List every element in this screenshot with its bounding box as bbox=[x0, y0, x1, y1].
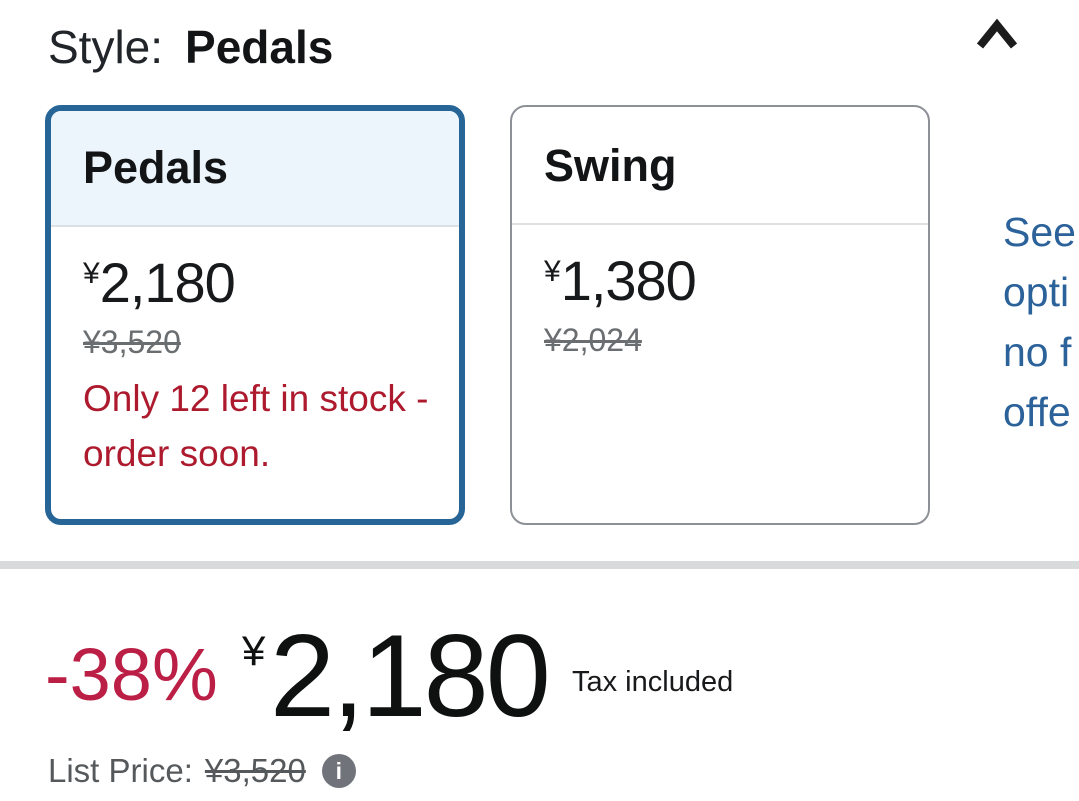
section-divider bbox=[0, 561, 1079, 569]
swatch-strike-price: ¥3,520 bbox=[83, 324, 181, 360]
currency-symbol: ¥ bbox=[544, 255, 561, 288]
price-amount: 1,380 bbox=[560, 249, 697, 312]
tax-included-note: Tax included bbox=[572, 666, 734, 698]
discount-percentage: -38% bbox=[45, 633, 218, 716]
swatch-body: ¥ 1,380 ¥2,024 bbox=[512, 225, 928, 358]
price-currency-symbol: ¥ bbox=[242, 627, 266, 674]
style-selected-value: Pedals bbox=[185, 21, 334, 73]
style-selector-header: Style: Pedals bbox=[48, 22, 333, 73]
see-options-link-line: no f bbox=[1003, 329, 1072, 375]
swatch-title: Pedals bbox=[83, 142, 229, 193]
info-icon-glyph: i bbox=[335, 757, 342, 784]
see-options-link-line: offe bbox=[1003, 389, 1071, 435]
swatch-card-pedals[interactable]: Pedals ¥ 2,180 ¥3,520 Only 12 left in st… bbox=[45, 105, 465, 525]
see-options-link-line: See bbox=[1003, 209, 1076, 255]
swatch-header: Pedals bbox=[51, 111, 459, 227]
swatch-title: Swing bbox=[544, 140, 677, 191]
list-price-row: List Price: ¥3,520 i bbox=[48, 752, 356, 790]
price-amount: 2,180 bbox=[99, 251, 236, 314]
style-label: Style: bbox=[48, 21, 164, 73]
chevron-up-icon bbox=[973, 18, 1021, 56]
collapse-section-button[interactable] bbox=[973, 16, 1021, 56]
swatch-card-swing[interactable]: Swing ¥ 1,380 ¥2,024 bbox=[510, 105, 930, 525]
see-options-link-line: opti bbox=[1003, 269, 1070, 315]
swatch-strike-price: ¥2,024 bbox=[544, 322, 642, 358]
swatch-header: Swing bbox=[512, 107, 928, 225]
see-options-link[interactable]: See opti no f offe bbox=[1003, 202, 1076, 442]
currency-symbol: ¥ bbox=[83, 257, 100, 290]
swatch-body: ¥ 2,180 ¥3,520 Only 12 left in stock - o… bbox=[51, 227, 459, 482]
list-price-value: ¥3,520 bbox=[204, 752, 306, 789]
stock-warning: Only 12 left in stock - order soon. bbox=[83, 378, 429, 474]
swatch-price: ¥ 1,380 bbox=[544, 253, 910, 309]
current-price: 2,180 bbox=[270, 610, 551, 741]
swatch-price: ¥ 2,180 bbox=[83, 255, 441, 311]
info-icon[interactable]: i bbox=[321, 754, 356, 788]
list-price-label: List Price: bbox=[48, 752, 193, 789]
